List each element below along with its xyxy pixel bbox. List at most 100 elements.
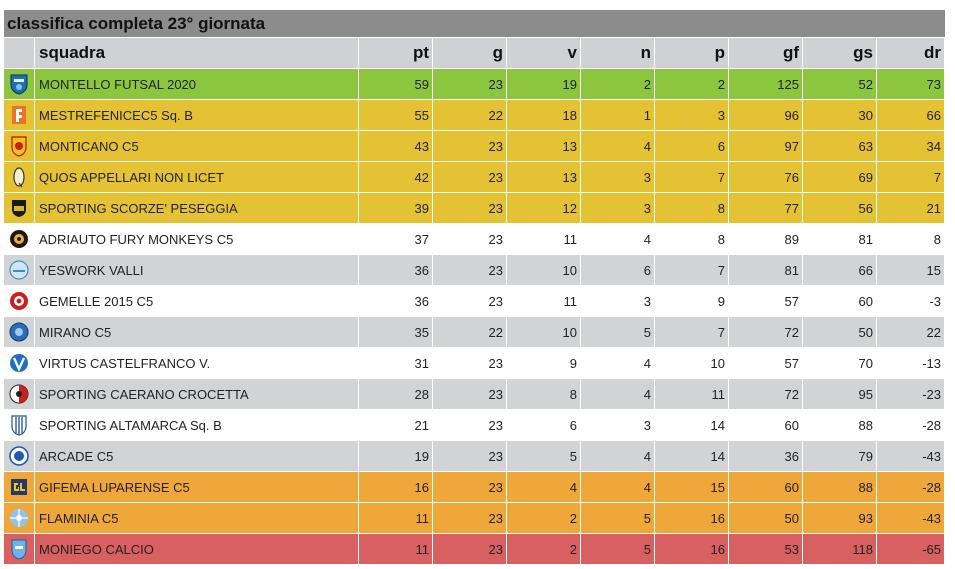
phoenix-orange-icon	[9, 106, 29, 124]
team-name[interactable]: FLAMINIA C5	[35, 502, 359, 533]
table-header-row: squadra pt g v n p gf gs dr	[4, 37, 945, 68]
table-row[interactable]: SPORTING CAERANO CROCETTA 28 23 8 4 11 72 95 -23	[4, 378, 945, 409]
cell-gs: 66	[803, 254, 877, 285]
team-name[interactable]: GEMELLE 2015 C5	[35, 285, 359, 316]
team-name[interactable]: ARCADE C5	[35, 440, 359, 471]
header-gs[interactable]: gs	[803, 37, 877, 68]
team-name[interactable]: GIFEMA LUPARENSE C5	[35, 471, 359, 502]
team-logo-cell	[4, 285, 35, 316]
team-logo-cell	[4, 440, 35, 471]
cell-g: 23	[433, 533, 507, 564]
table-row[interactable]: MESTREFENICEC5 Sq. B 55 22 18 1 3 96 30 66	[4, 99, 945, 130]
cell-p: 8	[655, 192, 729, 223]
table-row[interactable]: GEMELLE 2015 C5 36 23 11 3 9 57 60 -3	[4, 285, 945, 316]
table-row[interactable]: SPORTING ALTAMARCA Sq. B 21 23 6 3 14 60 88 -28	[4, 409, 945, 440]
table-body: MONTELLO FUTSAL 2020 59 23 19 2 2 125 52 73 MESTR…	[4, 68, 945, 564]
cell-g: 22	[433, 316, 507, 347]
cell-gf: 53	[729, 533, 803, 564]
cell-gf: 72	[729, 378, 803, 409]
table-row[interactable]: MONIEGO CALCIO 11 23 2 5 16 53 118 -65	[4, 533, 945, 564]
v-blue-icon	[9, 354, 29, 372]
table-row[interactable]: MONTICANO C5 43 23 13 4 6 97 63 34	[4, 130, 945, 161]
team-name[interactable]: MONIEGO CALCIO	[35, 533, 359, 564]
team-name[interactable]: MONTELLO FUTSAL 2020	[35, 68, 359, 99]
cell-gf: 77	[729, 192, 803, 223]
cell-pt: 36	[359, 254, 433, 285]
cell-pt: 11	[359, 533, 433, 564]
cell-p: 7	[655, 254, 729, 285]
team-name[interactable]: VIRTUS CASTELFRANCO V.	[35, 347, 359, 378]
cell-n: 6	[581, 254, 655, 285]
team-name[interactable]: MIRANO C5	[35, 316, 359, 347]
cell-pt: 35	[359, 316, 433, 347]
team-logo-cell	[4, 192, 35, 223]
cell-gf: 60	[729, 471, 803, 502]
cell-gf: 125	[729, 68, 803, 99]
cell-gs: 88	[803, 409, 877, 440]
shield-lightblue-icon	[9, 539, 29, 560]
team-name[interactable]: SPORTING CAERANO CROCETTA	[35, 378, 359, 409]
cell-g: 23	[433, 223, 507, 254]
team-logo-cell	[4, 347, 35, 378]
table-row[interactable]: VIRTUS CASTELFRANCO V. 31 23 9 4 10 57 70 -13	[4, 347, 945, 378]
header-v[interactable]: v	[507, 37, 581, 68]
cell-g: 23	[433, 440, 507, 471]
header-pt[interactable]: pt	[359, 37, 433, 68]
cell-dr: 34	[877, 130, 945, 161]
header-squadra[interactable]: squadra	[35, 37, 359, 68]
cell-gf: 60	[729, 409, 803, 440]
cell-p: 8	[655, 223, 729, 254]
round-redblack-icon	[9, 384, 29, 404]
team-name[interactable]: MONTICANO C5	[35, 130, 359, 161]
team-name[interactable]: YESWORK VALLI	[35, 254, 359, 285]
cell-gf: 72	[729, 316, 803, 347]
team-logo-cell	[4, 223, 35, 254]
cell-gs: 70	[803, 347, 877, 378]
team-name[interactable]: ADRIAUTO FURY MONKEYS C5	[35, 223, 359, 254]
shield-dark-icon	[9, 199, 29, 217]
team-logo-cell	[4, 99, 35, 130]
cell-dr: 15	[877, 254, 945, 285]
table-row[interactable]: SPORTING SCORZE' PESEGGIA 39 23 12 3 8 77 56 21	[4, 192, 945, 223]
cell-gs: 79	[803, 440, 877, 471]
cell-g: 23	[433, 378, 507, 409]
cell-gs: 69	[803, 161, 877, 192]
cell-p: 14	[655, 409, 729, 440]
team-name[interactable]: QUOS APPELLARI NON LICET	[35, 161, 359, 192]
cell-p: 14	[655, 440, 729, 471]
table-row[interactable]: MIRANO C5 35 22 10 5 7 72 50 22	[4, 316, 945, 347]
cell-n: 5	[581, 533, 655, 564]
cell-p: 9	[655, 285, 729, 316]
header-p[interactable]: p	[655, 37, 729, 68]
cell-gf: 96	[729, 99, 803, 130]
table-row[interactable]: YESWORK VALLI 36 23 10 6 7 81 66 15	[4, 254, 945, 285]
team-logo-cell	[4, 471, 35, 502]
table-row[interactable]: MONTELLO FUTSAL 2020 59 23 19 2 2 125 52 73	[4, 68, 945, 99]
cell-v: 18	[507, 99, 581, 130]
team-name[interactable]: SPORTING ALTAMARCA Sq. B	[35, 409, 359, 440]
cell-v: 19	[507, 68, 581, 99]
cell-dr: 73	[877, 68, 945, 99]
table-row[interactable]: FLAMINIA C5 11 23 2 5 16 50 93 -43	[4, 502, 945, 533]
cell-gs: 60	[803, 285, 877, 316]
cell-p: 16	[655, 502, 729, 533]
header-dr[interactable]: dr	[877, 37, 945, 68]
cell-v: 9	[507, 347, 581, 378]
cell-pt: 19	[359, 440, 433, 471]
table-row[interactable]: QUOS APPELLARI NON LICET 42 23 13 3 7 76 69 7	[4, 161, 945, 192]
team-name[interactable]: SPORTING SCORZE' PESEGGIA	[35, 192, 359, 223]
cell-n: 4	[581, 223, 655, 254]
team-logo-cell	[4, 502, 35, 533]
cell-g: 23	[433, 285, 507, 316]
cell-n: 1	[581, 99, 655, 130]
cell-pt: 39	[359, 192, 433, 223]
table-row[interactable]: ADRIAUTO FURY MONKEYS C5 37 23 11 4 8 89 81 8	[4, 223, 945, 254]
header-n[interactable]: n	[581, 37, 655, 68]
cell-gs: 52	[803, 68, 877, 99]
header-g[interactable]: g	[433, 37, 507, 68]
table-row[interactable]: ARCADE C5 19 23 5 4 14 36 79 -43	[4, 440, 945, 471]
header-gf[interactable]: gf	[729, 37, 803, 68]
table-row[interactable]: GIFEMA LUPARENSE C5 16 23 4 4 15 60 88 -28	[4, 471, 945, 502]
team-name[interactable]: MESTREFENICEC5 Sq. B	[35, 99, 359, 130]
cell-gf: 36	[729, 440, 803, 471]
